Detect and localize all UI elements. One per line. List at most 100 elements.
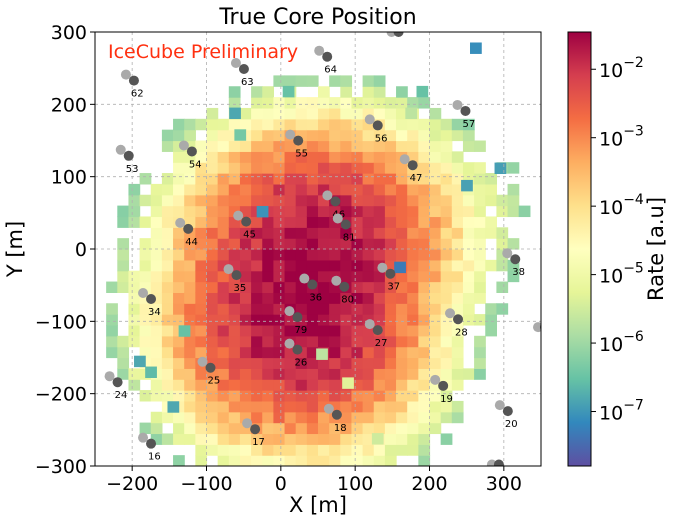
heatmap-bin bbox=[451, 162, 464, 174]
dom-label: 81 bbox=[343, 233, 356, 244]
heatmap-bin bbox=[440, 249, 453, 261]
heatmap-bin bbox=[418, 400, 431, 413]
heatmap-bin bbox=[418, 205, 431, 218]
heatmap-bin bbox=[418, 270, 431, 283]
heatmap-bin bbox=[362, 303, 375, 315]
heatmap-bin bbox=[373, 151, 386, 163]
dom-marker-dark bbox=[146, 438, 157, 449]
heatmap-bin bbox=[239, 400, 252, 413]
heatmap-bin bbox=[440, 162, 453, 174]
heatmap-bin bbox=[373, 346, 386, 359]
heatmap-bin bbox=[340, 433, 353, 445]
heatmap-bin bbox=[273, 314, 286, 326]
heatmap-bin bbox=[451, 227, 464, 239]
heatmap-bin bbox=[462, 314, 475, 326]
heatmap-bin bbox=[396, 86, 408, 98]
heatmap-bin bbox=[306, 335, 319, 348]
heatmap-bin bbox=[362, 183, 375, 196]
x-tick-label: 300 bbox=[486, 473, 522, 495]
heatmap-bin bbox=[407, 411, 419, 424]
heatmap-bin bbox=[329, 368, 341, 380]
heatmap-bin bbox=[117, 238, 130, 250]
heatmap-bin bbox=[251, 270, 263, 283]
dom-marker-light bbox=[120, 69, 131, 80]
heatmap-bin bbox=[306, 194, 319, 207]
dom-label: 16 bbox=[148, 452, 161, 463]
heatmap-bin bbox=[429, 151, 442, 163]
heatmap-bin bbox=[128, 216, 141, 228]
heatmap-bin bbox=[396, 194, 408, 207]
heatmap-bin bbox=[306, 400, 319, 413]
heatmap-bin bbox=[150, 314, 163, 326]
dom-marker-light bbox=[230, 57, 241, 68]
heatmap-bin bbox=[318, 183, 330, 196]
heatmap-bin bbox=[206, 118, 219, 131]
heatmap-bin bbox=[318, 140, 330, 152]
heatmap-bin bbox=[195, 205, 208, 218]
heatmap-bin bbox=[351, 357, 364, 369]
heatmap-bin bbox=[273, 422, 286, 435]
heatmap-bin bbox=[173, 270, 185, 283]
heatmap-bin bbox=[284, 281, 297, 293]
dom-marker-light bbox=[430, 374, 441, 385]
heatmap-bin bbox=[117, 259, 130, 272]
y-tick-label: 300 bbox=[51, 22, 87, 44]
heatmap-bin bbox=[474, 173, 486, 185]
heatmap-bin bbox=[384, 335, 397, 348]
heatmap-bin bbox=[228, 335, 241, 348]
heatmap-bin bbox=[329, 162, 341, 174]
heatmap-bin bbox=[262, 173, 274, 185]
heatmap-bin bbox=[429, 292, 442, 304]
heatmap-bin bbox=[507, 205, 520, 218]
heatmap-bin bbox=[340, 335, 353, 348]
heatmap-bin bbox=[440, 433, 453, 445]
heatmap-bin bbox=[474, 368, 486, 380]
heatmap-bin bbox=[451, 129, 464, 142]
heatmap-bin bbox=[418, 346, 431, 359]
heatmap-bin bbox=[362, 194, 375, 207]
dom-marker-dark bbox=[385, 268, 396, 279]
heatmap-bin bbox=[273, 324, 286, 337]
heatmap-bin bbox=[407, 249, 419, 261]
heatmap-bin bbox=[184, 249, 196, 261]
heatmap-bin bbox=[306, 422, 319, 435]
heatmap-bin bbox=[128, 183, 141, 196]
heatmap-bin bbox=[284, 162, 297, 174]
heatmap-bin bbox=[418, 183, 431, 196]
heatmap-bin bbox=[440, 368, 453, 380]
heatmap-bin bbox=[362, 368, 375, 380]
heatmap-bin bbox=[362, 324, 375, 337]
heatmap-bin bbox=[351, 379, 364, 391]
heatmap-bin bbox=[318, 118, 330, 131]
heatmap-bin bbox=[273, 107, 286, 120]
heatmap-bin bbox=[273, 151, 286, 163]
heatmap-bin bbox=[228, 411, 241, 424]
heatmap-bin bbox=[474, 259, 486, 272]
heatmap-bin bbox=[184, 270, 196, 283]
heatmap-bin bbox=[262, 422, 274, 435]
heatmap-bin bbox=[496, 194, 509, 207]
heatmap-bin bbox=[228, 118, 241, 131]
heatmap-bin bbox=[173, 183, 185, 196]
heatmap-bin bbox=[351, 151, 364, 163]
heatmap-bin bbox=[318, 335, 330, 348]
heatmap-bin bbox=[239, 194, 252, 207]
heatmap-bin bbox=[384, 205, 397, 218]
heatmap-bin bbox=[318, 194, 330, 207]
dom-label: 54 bbox=[189, 159, 202, 170]
heatmap-bin bbox=[273, 183, 286, 196]
heatmap-bin bbox=[206, 162, 219, 174]
heatmap-bin bbox=[362, 140, 375, 152]
heatmap-bin bbox=[507, 194, 520, 207]
heatmap-bin bbox=[106, 303, 118, 315]
heatmap-bin bbox=[362, 422, 375, 435]
heatmap-bin bbox=[217, 335, 230, 348]
heatmap-bin bbox=[306, 151, 319, 163]
heatmap-bin bbox=[273, 173, 286, 185]
heatmap-bin bbox=[318, 249, 330, 261]
heatmap-bin bbox=[340, 444, 353, 456]
heatmap-bin bbox=[340, 86, 353, 98]
heatmap-bin bbox=[262, 227, 274, 239]
heatmap-bin bbox=[251, 227, 263, 239]
heatmap-bin bbox=[217, 183, 230, 196]
